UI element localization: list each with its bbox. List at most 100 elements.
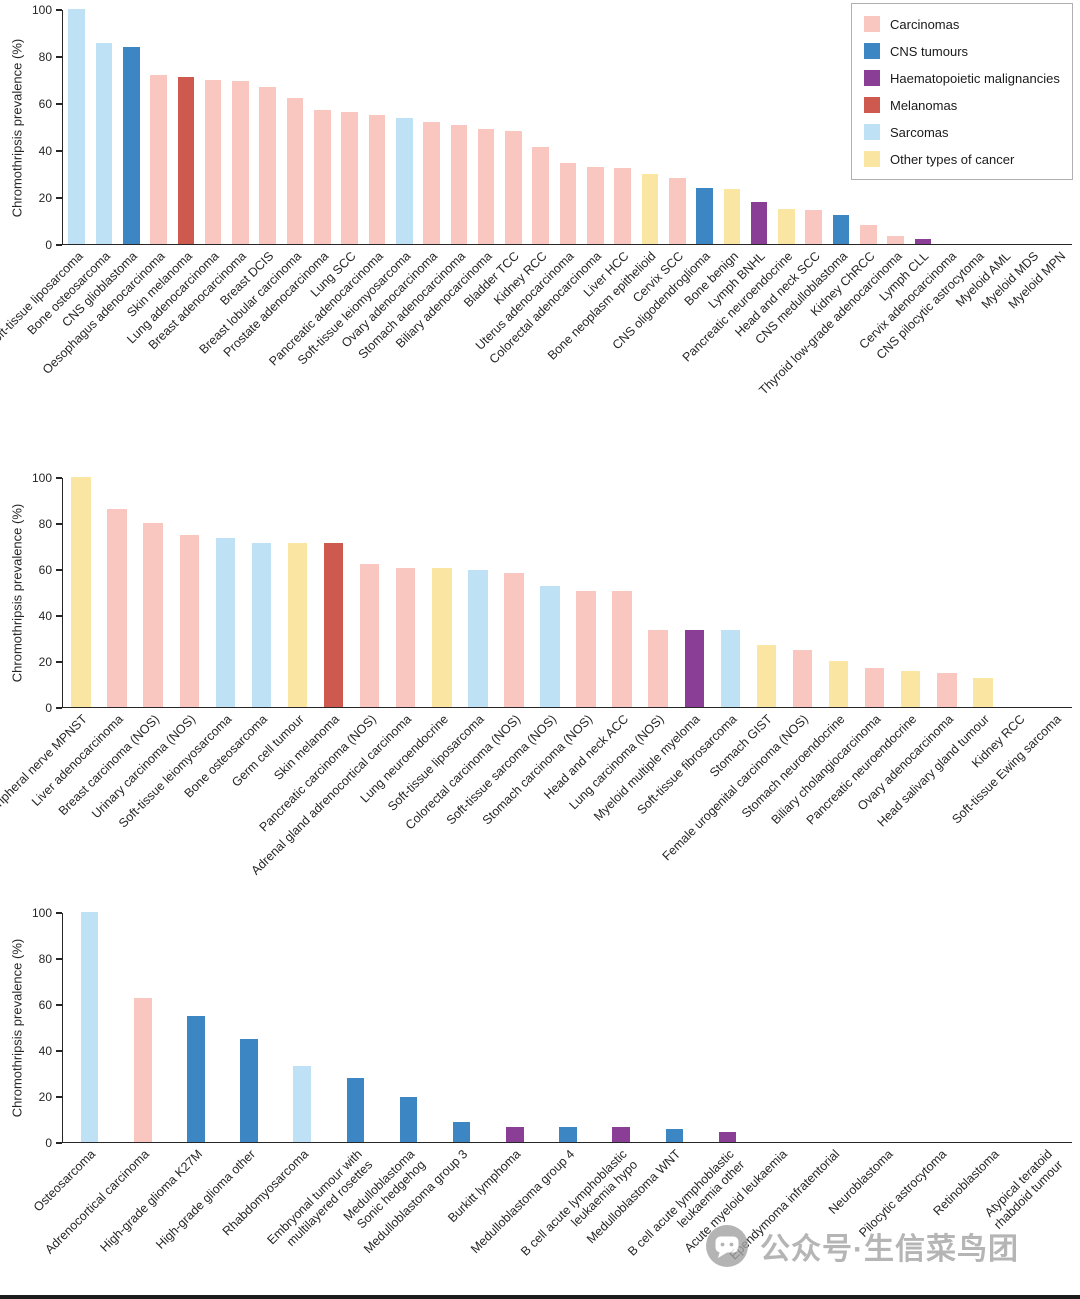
y-tick-mark bbox=[56, 1050, 62, 1052]
bar bbox=[668, 178, 686, 244]
y-tick-label: 20 bbox=[38, 655, 52, 669]
bar bbox=[792, 649, 813, 707]
legend-item: Melanomas bbox=[864, 97, 1062, 113]
y-tick-mark bbox=[56, 150, 62, 152]
legend-item: Other types of cancer bbox=[864, 151, 1062, 167]
legend: Carcinomas CNS tumours Haematopoietic mali… bbox=[851, 3, 1073, 180]
legend-swatch bbox=[864, 151, 880, 167]
bar bbox=[696, 187, 713, 244]
legend-item: Sarcomas bbox=[864, 124, 1062, 140]
bar bbox=[452, 1122, 471, 1142]
watermark: 公众号·生信菜鸟团 bbox=[706, 1224, 1019, 1268]
legend-label: Haematopoietic malignancies bbox=[890, 70, 1060, 86]
bar bbox=[259, 86, 277, 244]
bar bbox=[177, 77, 195, 244]
y-tick-label: 100 bbox=[31, 906, 52, 920]
bar bbox=[71, 477, 91, 707]
y-axis: 0 20 40 60 80 100 bbox=[0, 906, 62, 1150]
bar bbox=[399, 1097, 418, 1142]
bar bbox=[612, 590, 632, 707]
legend-label: Sarcomas bbox=[890, 124, 949, 140]
x-axis-labels: Peripheral nerve MPNST Liver adenocarcino… bbox=[0, 712, 1072, 932]
bar bbox=[937, 672, 957, 707]
y-tick-label: 20 bbox=[38, 191, 52, 205]
bar bbox=[286, 98, 304, 244]
bar bbox=[973, 678, 993, 707]
y-tick-mark bbox=[56, 103, 62, 105]
bar bbox=[68, 9, 85, 244]
bar bbox=[648, 629, 668, 707]
bar bbox=[805, 209, 823, 244]
bar bbox=[614, 167, 631, 244]
y-axis: 0 20 40 60 80 100 bbox=[0, 471, 62, 715]
bar bbox=[720, 629, 741, 707]
plot-area bbox=[62, 912, 1072, 1143]
y-tick-label: 80 bbox=[38, 952, 52, 966]
bar bbox=[107, 509, 127, 707]
bar bbox=[684, 629, 704, 707]
bar bbox=[914, 239, 932, 244]
y-tick-mark bbox=[56, 244, 62, 246]
bar bbox=[505, 131, 522, 244]
y-tick-label: 80 bbox=[38, 50, 52, 64]
legend-swatch bbox=[864, 97, 880, 113]
bar bbox=[559, 162, 577, 244]
bar bbox=[143, 523, 163, 707]
bar bbox=[432, 567, 452, 707]
plot-area bbox=[62, 477, 1072, 708]
bar bbox=[204, 79, 222, 244]
bar bbox=[368, 114, 386, 244]
bar bbox=[80, 912, 99, 1142]
bar bbox=[251, 542, 272, 707]
y-tick-label: 0 bbox=[45, 238, 52, 252]
bar bbox=[122, 46, 140, 244]
bar bbox=[95, 43, 113, 244]
bar bbox=[314, 110, 331, 244]
bar bbox=[323, 542, 344, 707]
y-tick-mark bbox=[56, 197, 62, 199]
bar bbox=[215, 538, 236, 707]
y-tick-label: 80 bbox=[38, 517, 52, 531]
y-tick-label: 60 bbox=[38, 998, 52, 1012]
legend-item: CNS tumours bbox=[864, 43, 1062, 59]
bar bbox=[559, 1127, 577, 1142]
bar bbox=[293, 1066, 311, 1142]
x-tick-label-text: High-grade glioma other bbox=[153, 1147, 258, 1252]
y-tick-label: 100 bbox=[31, 3, 52, 17]
y-tick-mark bbox=[56, 912, 62, 914]
bar bbox=[756, 644, 777, 707]
bar bbox=[477, 128, 495, 244]
bottom-border-line bbox=[0, 1295, 1080, 1299]
y-tick-mark bbox=[56, 615, 62, 617]
bar bbox=[134, 998, 152, 1142]
bar bbox=[723, 188, 741, 244]
y-tick-mark bbox=[56, 523, 62, 525]
legend-items: Carcinomas CNS tumours Haematopoietic mali… bbox=[864, 16, 1062, 167]
legend-swatch bbox=[864, 70, 880, 86]
bar bbox=[832, 214, 850, 244]
bar bbox=[641, 173, 659, 244]
x-tick-label-text: Adrenocortical carcinoma bbox=[41, 1147, 152, 1257]
bar bbox=[240, 1038, 258, 1142]
bar bbox=[506, 1127, 524, 1142]
y-tick-label: 60 bbox=[38, 97, 52, 111]
plot-area bbox=[62, 9, 1072, 245]
legend-label: Melanomas bbox=[890, 97, 958, 113]
x-axis-labels: Soft-tissue liposarcoma Bone osteosarcoma… bbox=[0, 249, 1072, 469]
bar bbox=[900, 671, 921, 707]
bar bbox=[395, 567, 416, 707]
x-tick-label-text: High-grade glioma K27M bbox=[97, 1147, 205, 1255]
y-tick-label: 40 bbox=[38, 609, 52, 623]
y-tick-mark bbox=[56, 56, 62, 58]
bar bbox=[341, 112, 358, 244]
bar bbox=[395, 118, 413, 244]
y-tick-mark bbox=[56, 569, 62, 571]
legend-item: Carcinomas bbox=[864, 16, 1062, 32]
bar bbox=[468, 570, 488, 707]
y-tick-label: 20 bbox=[38, 1090, 52, 1104]
legend-swatch bbox=[864, 43, 880, 59]
bar bbox=[423, 121, 440, 244]
bar bbox=[864, 667, 885, 707]
bar bbox=[187, 1015, 205, 1142]
bar bbox=[778, 208, 795, 244]
